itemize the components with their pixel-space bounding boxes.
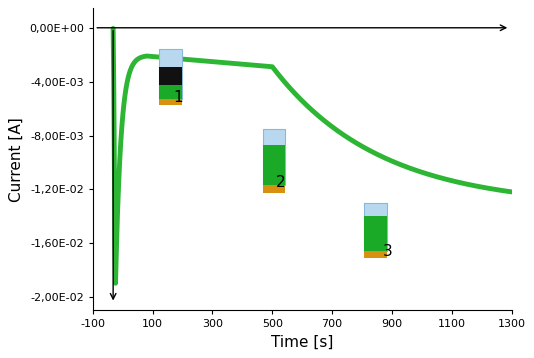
Bar — [364, 251, 387, 257]
X-axis label: Time [s]: Time [s] — [271, 335, 333, 350]
Text: 2: 2 — [276, 175, 286, 190]
Bar — [160, 49, 182, 99]
Y-axis label: Current [A]: Current [A] — [9, 117, 23, 202]
Bar — [364, 203, 387, 251]
Bar — [364, 216, 387, 251]
Text: 1: 1 — [173, 90, 183, 105]
Bar — [160, 99, 182, 106]
Bar — [263, 129, 285, 185]
Bar — [160, 67, 182, 84]
Bar — [160, 84, 182, 99]
Bar — [263, 145, 285, 185]
Bar — [263, 185, 285, 193]
Text: 3: 3 — [383, 245, 393, 260]
